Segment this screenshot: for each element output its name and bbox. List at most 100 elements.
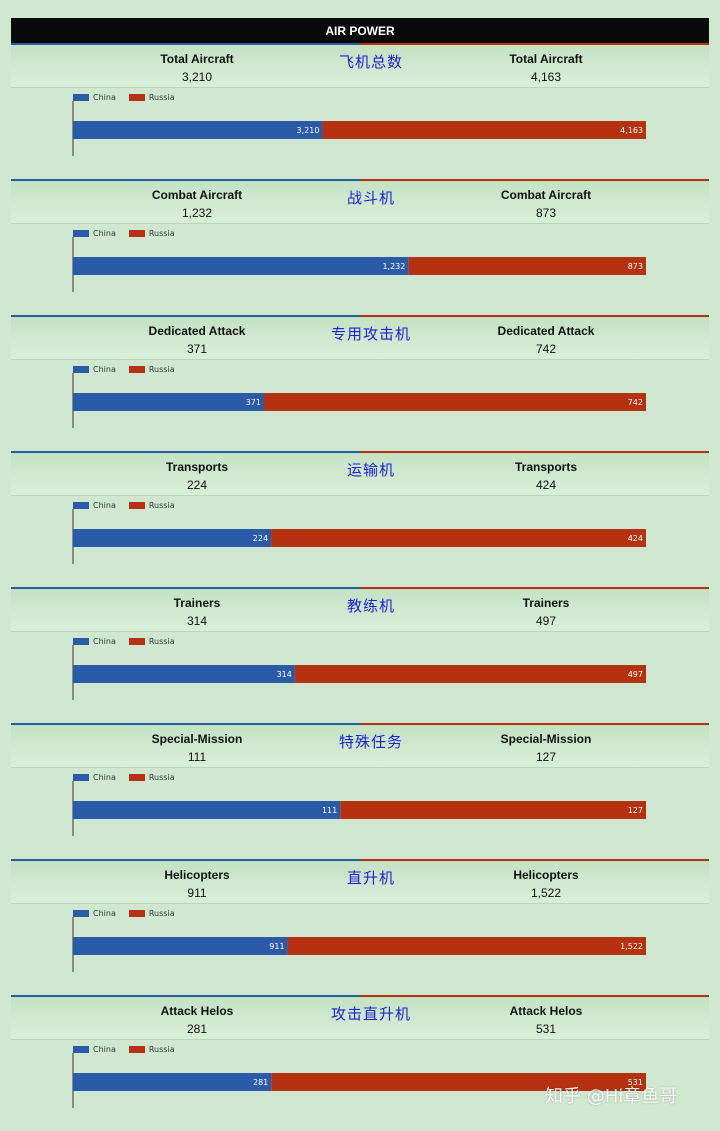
russia-metric-value: 424 (535, 478, 557, 492)
bar-label-china: 314 (277, 670, 292, 679)
legend-label-china: China (93, 773, 116, 782)
panel-header: Special-Mission 111 特殊任务 Special-Mission… (11, 725, 709, 768)
legend-swatch-russia (128, 94, 145, 101)
chart-legend: China Russia (73, 365, 188, 374)
china-metric-label: Special-Mission (151, 732, 243, 746)
panel-divider-russia (360, 315, 709, 317)
comparison-panel: Dedicated Attack 371 专用攻击机 Dedicated Att… (0, 315, 720, 451)
legend-item-russia: Russia (128, 93, 175, 102)
panel-divider-russia (360, 723, 709, 725)
chart-legend: China Russia (73, 637, 188, 646)
panel-header: Trainers 314 教练机 Trainers 497 (11, 589, 709, 632)
comparison-panel: Trainers 314 教练机 Trainers 497 China Russ… (0, 587, 720, 723)
russia-metric-label: Total Aircraft (509, 52, 583, 66)
legend-swatch-russia (128, 230, 145, 237)
legend-label-china: China (93, 229, 116, 238)
bar-label-china: 3,210 (297, 126, 320, 135)
legend-label-russia: Russia (148, 773, 175, 782)
china-metric-label: Total Aircraft (160, 52, 234, 66)
russia-metric-label: Attack Helos (509, 1004, 583, 1018)
legend-label-russia: Russia (148, 229, 175, 238)
bar-russia (287, 937, 646, 955)
russia-metric-label: Combat Aircraft (500, 188, 592, 202)
bar-russia (408, 257, 646, 275)
panel-divider-china (11, 723, 360, 725)
bar-russia (271, 1073, 646, 1091)
legend-label-russia: Russia (148, 1045, 175, 1054)
panel-divider-china (11, 451, 360, 453)
legend-swatch-china (73, 910, 89, 917)
legend-item-china: China (73, 773, 116, 782)
legend-swatch-russia (128, 638, 145, 645)
legend-label-russia: Russia (148, 909, 175, 918)
metric-label-zh: 专用攻击机 (330, 325, 411, 343)
panel-divider-china (11, 859, 360, 861)
panel-header: Transports 224 运输机 Transports 424 (11, 453, 709, 496)
comparison-panel: Helicopters 911 直升机 Helicopters 1,522 Ch… (0, 859, 720, 995)
russia-metric-value: 742 (535, 342, 557, 356)
panel-divider-china (11, 179, 360, 181)
legend-item-china: China (73, 637, 116, 646)
bar-china (73, 801, 341, 819)
bar-russia (264, 393, 646, 411)
stacked-bar-chart: 371 742 (72, 373, 646, 428)
bar-china (73, 1073, 272, 1091)
legend-label-russia: Russia (148, 501, 175, 510)
stacked-bar-chart: 1,232 873 (72, 237, 646, 292)
chart-legend: China Russia (73, 229, 188, 238)
stacked-bar-chart: 224 424 (72, 509, 646, 564)
bar-china (73, 121, 323, 139)
legend-swatch-china (73, 774, 89, 781)
chart-legend: China Russia (73, 501, 188, 510)
legend-label-china: China (93, 1045, 116, 1054)
russia-metric-label: Special-Mission (500, 732, 592, 746)
comparison-panel: Transports 224 运输机 Transports 424 China … (0, 451, 720, 587)
stacked-bar-chart: 911 1,522 (72, 917, 646, 972)
legend-item-china: China (73, 501, 116, 510)
russia-metric-value: 4,163 (530, 70, 562, 84)
russia-metric-label: Trainers (522, 596, 570, 610)
panel-header: Attack Helos 281 攻击直升机 Attack Helos 531 (11, 997, 709, 1040)
comparison-panels: Total Aircraft 3,210 飞机总数 Total Aircraft… (0, 43, 720, 1131)
china-metric-label: Helicopters (164, 868, 230, 882)
stacked-bar-chart: 3,210 4,163 (72, 101, 646, 156)
legend-label-china: China (93, 637, 116, 646)
legend-label-russia: Russia (148, 637, 175, 646)
legend-label-china: China (93, 93, 116, 102)
metric-label-zh: 攻击直升机 (330, 1005, 411, 1023)
russia-metric-label: Transports (514, 460, 577, 474)
legend-item-russia: Russia (128, 909, 175, 918)
panel-divider-china (11, 315, 360, 317)
legend-label-china: China (93, 365, 116, 374)
panel-divider-russia (360, 587, 709, 589)
china-metric-label: Trainers (173, 596, 221, 610)
legend-swatch-russia (128, 366, 145, 373)
legend-label-china: China (93, 501, 116, 510)
bar-label-china: 1,232 (382, 262, 405, 271)
legend-swatch-china (73, 638, 89, 645)
bar-label-china: 281 (253, 1078, 268, 1087)
china-metric-value: 371 (186, 342, 208, 356)
china-metric-label: Attack Helos (160, 1004, 234, 1018)
comparison-panel: Total Aircraft 3,210 飞机总数 Total Aircraft… (0, 43, 720, 179)
russia-metric-value: 531 (535, 1022, 557, 1036)
russia-metric-value: 1,522 (530, 886, 562, 900)
bar-label-russia: 873 (628, 262, 643, 271)
legend-label-russia: Russia (148, 93, 175, 102)
section-header: AIR POWER (11, 18, 709, 43)
bar-label-china: 111 (322, 806, 337, 815)
panel-divider-china (11, 995, 360, 997)
metric-label-zh: 战斗机 (346, 189, 395, 207)
metric-label-zh: 直升机 (346, 869, 395, 887)
panel-divider-china (11, 587, 360, 589)
legend-item-russia: Russia (128, 501, 175, 510)
chart-legend: China Russia (73, 773, 188, 782)
legend-item-china: China (73, 93, 116, 102)
bar-label-russia: 1,522 (620, 942, 643, 951)
bar-russia (322, 121, 646, 139)
stacked-bar-chart: 111 127 (72, 781, 646, 836)
russia-metric-label: Helicopters (513, 868, 579, 882)
bar-china (73, 937, 288, 955)
section-title: AIR POWER (325, 23, 395, 38)
panel-divider-russia (360, 451, 709, 453)
